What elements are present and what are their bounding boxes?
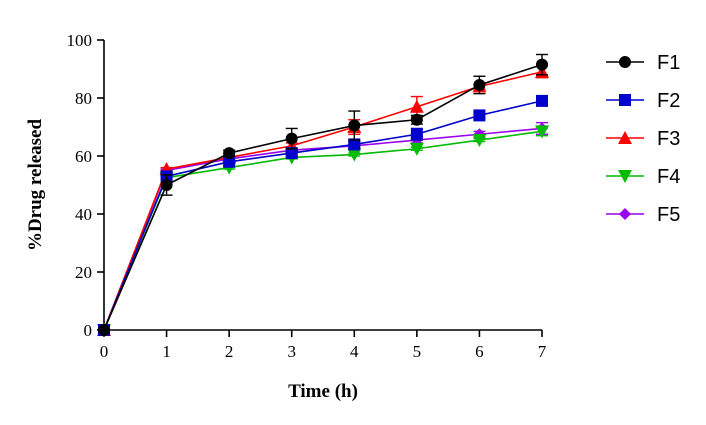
data-point [98, 324, 110, 336]
legend-item-f5: F5 [606, 204, 680, 226]
data-point [410, 113, 423, 126]
x-tick-label: 5 [413, 342, 422, 361]
legend-label: F4 [657, 166, 680, 188]
legend-item-f1: F1 [606, 52, 680, 74]
legend-item-f2: F2 [606, 90, 680, 112]
data-point [535, 125, 549, 139]
y-tick-label: 20 [75, 263, 92, 282]
series-f1 [98, 53, 548, 336]
data-point [160, 179, 173, 191]
x-tick-label: 2 [225, 342, 234, 361]
data-point [285, 147, 298, 160]
x-tick-label: 1 [162, 342, 171, 361]
legend-marker [619, 208, 631, 220]
legend-label: F2 [657, 90, 680, 112]
legend-label: F5 [657, 204, 680, 226]
x-tick-label: 7 [538, 342, 547, 361]
x-axis-title: Time (h) [288, 381, 358, 402]
series-line-f2 [103, 100, 543, 331]
series-line-f4 [103, 130, 543, 331]
legend-marker [618, 170, 632, 183]
x-tick-label: 4 [350, 342, 359, 361]
series-line-f1 [103, 63, 543, 331]
y-axis-title: %Drug released [25, 119, 46, 252]
series-f5 [98, 121, 548, 336]
y-tick-label: 40 [75, 205, 92, 224]
axes: 0 20 40 60 80 100 0 1 2 3 4 5 6 7 [67, 31, 547, 361]
y-tick-label: 100 [67, 31, 93, 50]
legend: F1 F2 F3 F4 F5 [606, 52, 680, 226]
data-point [223, 155, 236, 168]
legend-marker [619, 94, 631, 106]
data-point [409, 99, 424, 113]
series-f4 [97, 125, 549, 337]
data-point [409, 142, 424, 156]
x-tick-label: 3 [287, 342, 296, 361]
data-point [347, 148, 362, 162]
data-point [473, 109, 486, 122]
series-f3 [97, 64, 549, 336]
plot-area [97, 53, 549, 337]
y-tick-label: 0 [84, 321, 93, 340]
data-point [285, 132, 298, 145]
legend-item-f3: F3 [606, 128, 680, 150]
data-point [536, 94, 548, 107]
data-point [473, 78, 486, 91]
data-point [410, 128, 423, 141]
data-point [348, 119, 361, 132]
legend-label: F3 [657, 128, 680, 150]
series-line-f5 [103, 127, 543, 331]
series-line-f3 [103, 71, 543, 331]
data-point [472, 134, 487, 148]
data-point [223, 147, 236, 160]
legend-item-f4: F4 [606, 166, 680, 188]
data-point [536, 58, 548, 71]
data-point [348, 138, 361, 151]
legend-marker [619, 56, 631, 68]
y-tick-label: 80 [75, 89, 92, 108]
x-tick-label: 6 [475, 342, 484, 361]
y-tick-label: 60 [75, 147, 92, 166]
legend-marker [618, 131, 632, 144]
legend-label: F1 [657, 52, 680, 74]
x-tick-label: 0 [100, 342, 109, 361]
series-f2 [98, 94, 548, 336]
